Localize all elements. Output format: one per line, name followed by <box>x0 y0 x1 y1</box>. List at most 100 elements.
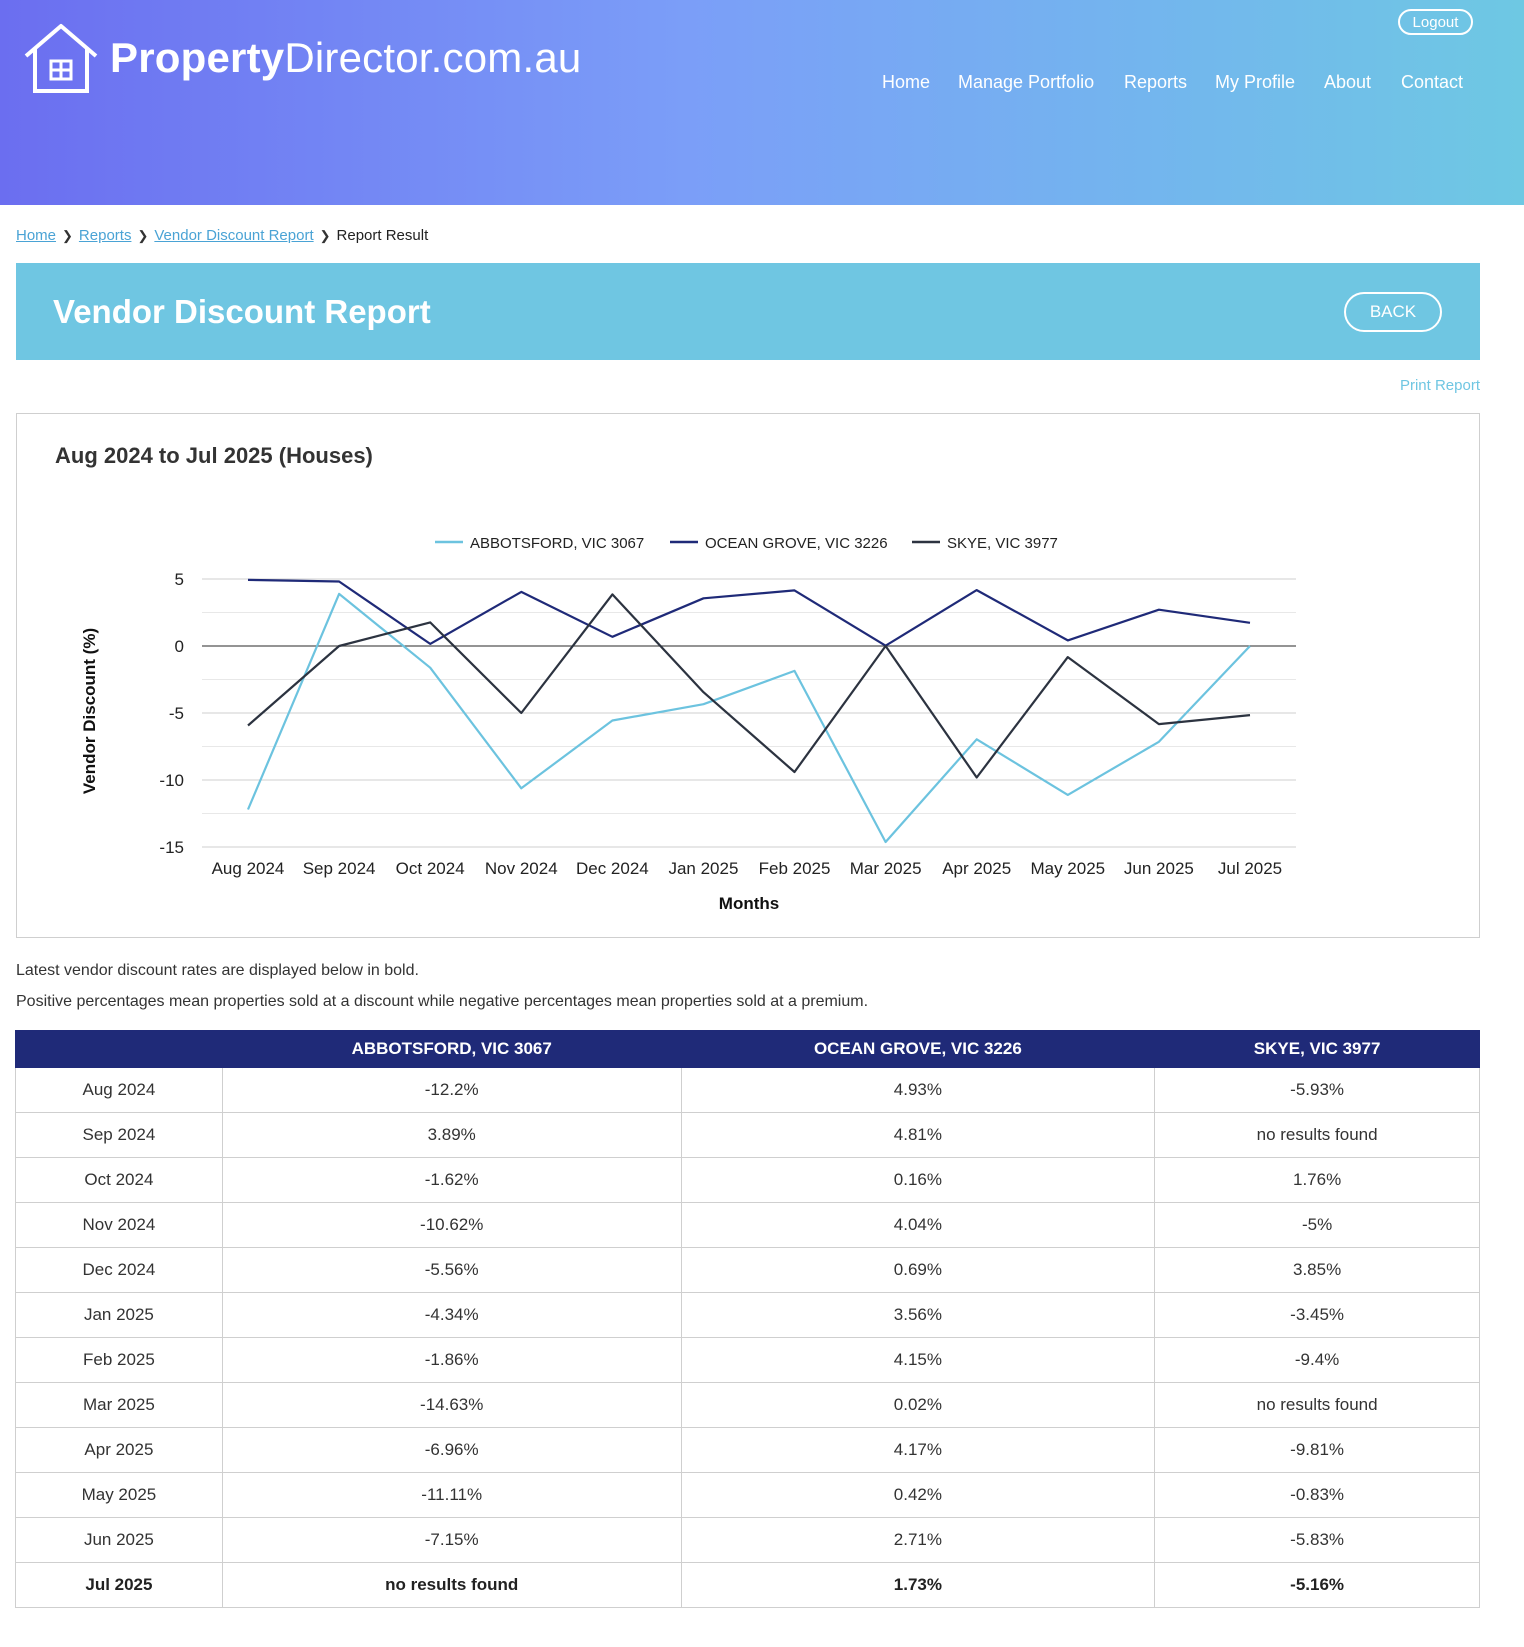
y-tick-label: -15 <box>159 838 184 857</box>
breadcrumb-vendor-discount-report[interactable]: Vendor Discount Report <box>154 227 314 244</box>
x-tick-label: Nov 2024 <box>485 859 558 878</box>
notes-bold-info: Latest vendor discount rates are display… <box>16 962 419 979</box>
table-cell-ocean-grove: 0.42% <box>680 1472 1156 1518</box>
chevron-right-icon: ❯ <box>319 227 331 243</box>
table-cell-abbotsford: -11.11% <box>221 1472 682 1518</box>
chevron-right-icon: ❯ <box>62 227 73 243</box>
table-cell-abbotsford: -14.63% <box>221 1382 682 1428</box>
table-cell-month: Mar 2025 <box>15 1382 223 1428</box>
nav-contact[interactable]: Contact <box>1401 72 1464 92</box>
x-tick-label: Jan 2025 <box>668 859 738 878</box>
x-tick-label: Sep 2024 <box>303 859 376 878</box>
table-cell-ocean-grove: 0.69% <box>680 1247 1156 1293</box>
table-cell-month: Aug 2024 <box>15 1067 223 1113</box>
y-tick-label: 5 <box>175 570 184 589</box>
table-cell-skye: -5.16% <box>1154 1562 1480 1608</box>
table-cell-ocean-grove: 4.93% <box>680 1067 1156 1113</box>
breadcrumb-reports[interactable]: Reports <box>78 227 132 244</box>
table-cell-skye: -5.83% <box>1154 1517 1480 1563</box>
table-cell-skye: -5.93% <box>1154 1067 1480 1113</box>
x-tick-label: Dec 2024 <box>576 859 649 878</box>
table-cell-ocean-grove: 4.04% <box>680 1202 1156 1248</box>
x-tick-label: Feb 2025 <box>759 859 831 878</box>
logout-button[interactable]: Logout <box>1398 9 1473 35</box>
table-cell-month: Jan 2025 <box>15 1292 223 1338</box>
print-report-link[interactable]: Print Report <box>1399 377 1480 394</box>
table-cell-skye: -9.4% <box>1154 1337 1480 1383</box>
breadcrumb-current: Report Result <box>336 227 429 244</box>
notes-sign-info: Positive percentages mean properties sol… <box>16 993 869 1010</box>
vendor-discount-table: ABBOTSFORD, VIC 3067 OCEAN GROVE, VIC 32… <box>15 1030 1480 1608</box>
table-row: May 2025 -11.11% 0.42% -0.83% <box>15 1472 1480 1518</box>
brand-name: PropertyDirector.com.au <box>110 37 581 79</box>
house-icon <box>24 24 98 93</box>
chart-title: Aug 2024 to Jul 2025 (Houses) <box>55 443 373 468</box>
table-row: Mar 2025 -14.63% 0.02% no results found <box>15 1382 1480 1428</box>
table-cell-abbotsford: -1.86% <box>221 1337 682 1383</box>
series-line-skye <box>247 593 1251 779</box>
chevron-right-icon: ❯ <box>137 227 149 243</box>
x-tick-label: Oct 2024 <box>396 859 465 878</box>
table-cell-month: May 2025 <box>15 1472 223 1518</box>
legend-skye-label: SKYE, VIC 3977 <box>947 535 1058 552</box>
breadcrumb-home[interactable]: Home <box>16 227 57 244</box>
table-row: Feb 2025 -1.86% 4.15% -9.4% <box>15 1337 1480 1383</box>
table-row: Oct 2024 -1.62% 0.16% 1.76% <box>15 1157 1480 1203</box>
table-cell-month: Nov 2024 <box>15 1202 223 1248</box>
table-cell-month: Jul 2025 <box>15 1562 223 1608</box>
table-cell-abbotsford: -10.62% <box>221 1202 682 1248</box>
nav-home[interactable]: Home <box>882 72 931 92</box>
line-chart: 5 0 -5 -10 -15 Aug 2024 Sep 2024 Oct 2024 Nov 20… <box>80 535 1296 913</box>
site-logo[interactable]: PropertyDirector.com.au <box>22 22 581 94</box>
table-row: Apr 2025 -6.96% 4.17% -9.81% <box>15 1427 1480 1473</box>
table-row: Sep 2024 3.89% 4.81% no results found <box>15 1112 1480 1158</box>
nav-manage-portfolio[interactable]: Manage Portfolio <box>958 72 1095 92</box>
table-cell-skye: no results found <box>1154 1112 1480 1158</box>
table-row: Jul 2025 no results found 1.73% -5.16% <box>15 1562 1480 1608</box>
series-line-ocean-grove <box>247 578 1251 647</box>
x-tick-label: Aug 2024 <box>212 859 285 878</box>
table-cell-ocean-grove: 0.02% <box>680 1382 1156 1428</box>
table-cell-ocean-grove: 0.16% <box>680 1157 1156 1203</box>
table-header-abbotsford: ABBOTSFORD, VIC 3067 <box>221 1030 682 1068</box>
table-cell-month: Jun 2025 <box>15 1517 223 1563</box>
back-button[interactable]: BACK <box>1344 292 1442 332</box>
table-cell-skye: no results found <box>1154 1382 1480 1428</box>
table-cell-abbotsford: no results found <box>221 1562 682 1608</box>
nav-reports[interactable]: Reports <box>1124 72 1188 92</box>
table-cell-abbotsford: -6.96% <box>221 1427 682 1473</box>
table-cell-skye: -9.81% <box>1154 1427 1480 1473</box>
table-cell-month: Dec 2024 <box>15 1247 223 1293</box>
table-row: Nov 2024 -10.62% 4.04% -5% <box>15 1202 1480 1248</box>
table-cell-skye: -0.83% <box>1154 1472 1480 1518</box>
nav-about[interactable]: About <box>1324 72 1372 92</box>
table-cell-skye: -5% <box>1154 1202 1480 1248</box>
brand-rest: Director.com.au <box>284 34 582 81</box>
table-cell-month: Feb 2025 <box>15 1337 223 1383</box>
table-cell-skye: -3.45% <box>1154 1292 1480 1338</box>
x-tick-label: May 2025 <box>1030 859 1105 878</box>
table-row: Jun 2025 -7.15% 2.71% -5.83% <box>15 1517 1480 1563</box>
table-cell-abbotsford: -5.56% <box>221 1247 682 1293</box>
table-cell-ocean-grove: 2.71% <box>680 1517 1156 1563</box>
table-header-month <box>15 1030 223 1068</box>
x-tick-label: Jul 2025 <box>1218 859 1282 878</box>
breadcrumb: Home ❯ Reports ❯ Vendor Discount Report … <box>16 227 428 244</box>
table-cell-skye: 1.76% <box>1154 1157 1480 1203</box>
y-tick-label: -5 <box>169 704 184 723</box>
table-cell-ocean-grove: 4.81% <box>680 1112 1156 1158</box>
table-header-skye: SKYE, VIC 3977 <box>1154 1030 1480 1068</box>
legend-ocean-grove-label: OCEAN GROVE, VIC 3226 <box>705 535 888 552</box>
report-title-bar: Vendor Discount Report BACK <box>16 263 1480 360</box>
x-tick-label: Mar 2025 <box>850 859 922 878</box>
site-header: PropertyDirector.com.au Logout Home Mana… <box>0 0 1524 205</box>
series-line-abbotsford <box>246 592 1251 844</box>
table-cell-abbotsford: 3.89% <box>221 1112 682 1158</box>
y-tick-label: -10 <box>159 771 184 790</box>
table-cell-abbotsford: -7.15% <box>221 1517 682 1563</box>
brand-bold: Property <box>110 34 285 81</box>
table-cell-ocean-grove: 4.15% <box>680 1337 1156 1383</box>
nav-my-profile[interactable]: My Profile <box>1215 72 1296 92</box>
table-row: Dec 2024 -5.56% 0.69% 3.85% <box>15 1247 1480 1293</box>
page-title: Vendor Discount Report <box>53 293 431 330</box>
